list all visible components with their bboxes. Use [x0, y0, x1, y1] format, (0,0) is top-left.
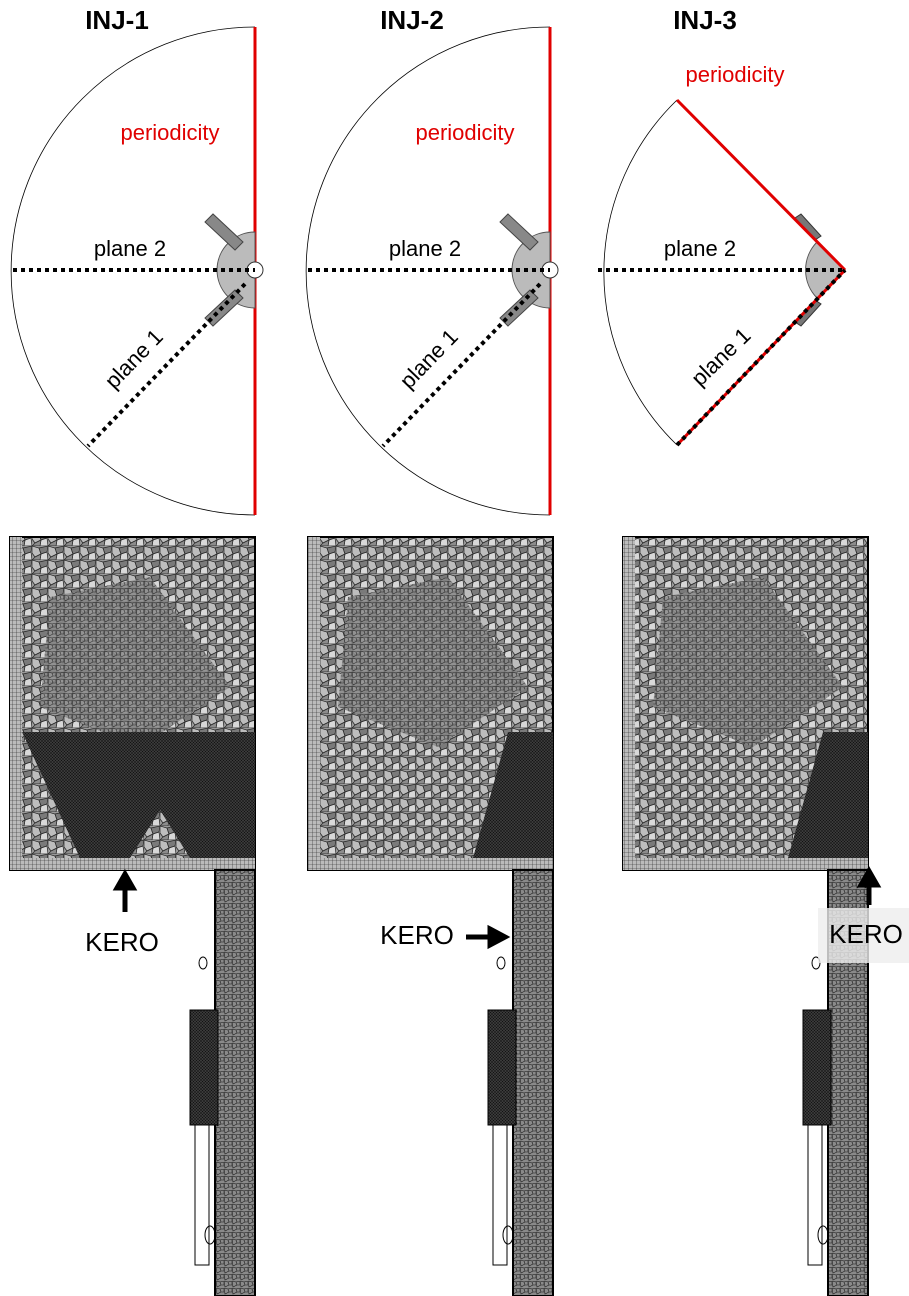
- kero-label: KERO: [380, 920, 454, 950]
- plane-2-label: plane 2: [94, 236, 166, 261]
- kero-arrow: [466, 929, 505, 945]
- periodicity-label: periodicity: [415, 120, 514, 145]
- mesh-wall: [10, 858, 255, 870]
- mesh-wall: [10, 537, 22, 870]
- hole: [497, 957, 505, 969]
- injector-hole: [247, 262, 263, 278]
- periodicity-label: periodicity: [120, 120, 219, 145]
- mesh-wall: [308, 537, 320, 870]
- mesh-duct: [215, 870, 255, 1296]
- kero-label: KERO: [85, 927, 159, 957]
- swirler-body: [808, 1125, 822, 1265]
- mesh-duct: [513, 870, 553, 1296]
- kero-arrow: [117, 874, 133, 912]
- periodicity-label: periodicity: [685, 62, 784, 87]
- plane-2-label: plane 2: [389, 236, 461, 261]
- plane-1-label: plane 1: [395, 324, 463, 393]
- plane-1-label: plane 1: [100, 324, 168, 393]
- swirler-body: [493, 1125, 507, 1265]
- swirler: [803, 1010, 831, 1125]
- plane-2-label: plane 2: [664, 236, 736, 261]
- swirler: [488, 1010, 516, 1125]
- mesh-wall: [623, 537, 635, 870]
- kero-label: KERO: [829, 919, 903, 949]
- plane-1-label: plane 1: [686, 323, 755, 391]
- mesh-wall: [308, 858, 553, 870]
- panel-title: INJ-3: [673, 5, 737, 35]
- swirler-body: [195, 1125, 209, 1265]
- panel-title: INJ-2: [380, 5, 444, 35]
- panel-title: INJ-1: [85, 5, 149, 35]
- domain-outline: [604, 100, 677, 445]
- figure: INJ-1 periodicity plane 2 plane 1 KERO INJ-2 p…: [0, 0, 909, 1296]
- swirler: [190, 1010, 218, 1125]
- mesh-wall: [623, 858, 868, 870]
- hole: [199, 957, 207, 969]
